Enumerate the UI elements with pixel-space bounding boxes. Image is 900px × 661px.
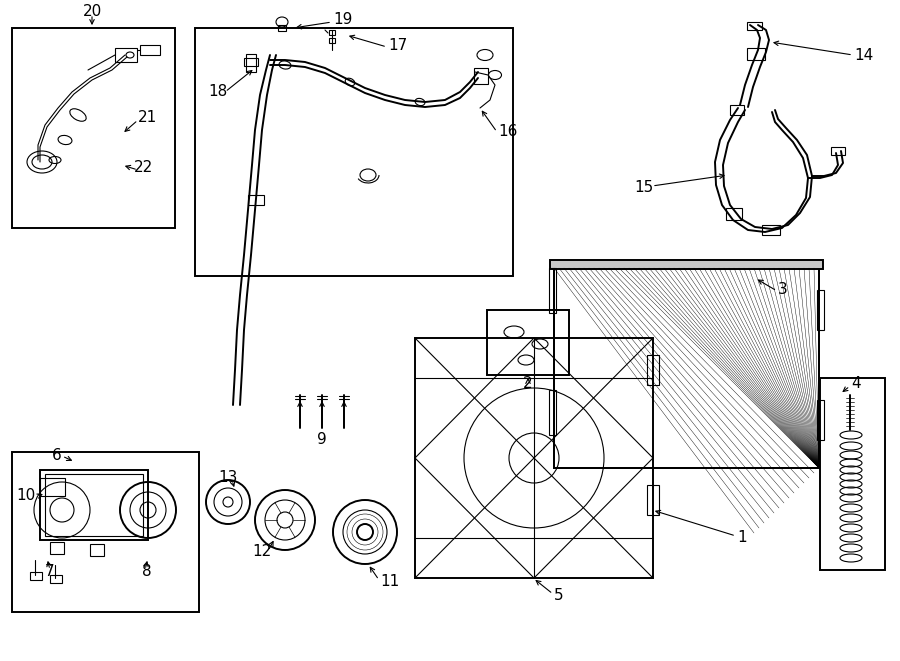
Bar <box>329 30 335 35</box>
Text: 8: 8 <box>142 564 151 580</box>
Text: 7: 7 <box>45 564 55 580</box>
Bar <box>820 378 885 570</box>
Text: 21: 21 <box>138 110 157 126</box>
Text: 10: 10 <box>16 488 35 504</box>
Text: 4: 4 <box>851 377 860 391</box>
Text: 12: 12 <box>252 545 272 559</box>
Bar <box>50 542 64 554</box>
Bar <box>246 54 256 72</box>
Bar <box>248 195 264 205</box>
Text: 5: 5 <box>554 588 563 603</box>
Bar <box>278 25 286 31</box>
Bar <box>474 68 488 84</box>
Bar <box>831 147 845 155</box>
Bar <box>549 268 556 313</box>
Bar <box>140 45 160 55</box>
Text: 6: 6 <box>52 447 62 463</box>
Bar <box>554 268 819 468</box>
Bar <box>329 38 335 43</box>
Text: 11: 11 <box>380 574 400 590</box>
Bar <box>244 58 258 66</box>
Text: 17: 17 <box>388 38 407 54</box>
Text: 2: 2 <box>523 377 533 391</box>
Bar <box>762 225 780 235</box>
Text: 20: 20 <box>83 5 102 20</box>
Bar <box>817 290 824 330</box>
Text: 19: 19 <box>333 13 353 28</box>
Text: 3: 3 <box>778 282 788 297</box>
Text: 1: 1 <box>737 531 747 545</box>
Bar <box>50 575 62 583</box>
Bar <box>730 105 744 115</box>
Text: 13: 13 <box>219 471 238 485</box>
Bar <box>647 355 659 385</box>
Text: 15: 15 <box>634 180 653 196</box>
Bar <box>90 544 104 556</box>
Bar <box>12 452 199 612</box>
Text: 18: 18 <box>208 85 227 100</box>
Text: 16: 16 <box>498 124 518 139</box>
Bar <box>747 48 765 60</box>
Bar <box>726 208 742 220</box>
Bar <box>817 400 824 440</box>
Text: 9: 9 <box>317 432 327 447</box>
Bar <box>45 474 143 536</box>
Bar <box>30 572 42 580</box>
Text: 14: 14 <box>854 48 873 63</box>
Bar <box>12 28 175 228</box>
Bar <box>415 338 653 578</box>
Bar <box>40 478 65 496</box>
Text: 22: 22 <box>134 161 153 176</box>
Bar <box>40 470 148 540</box>
Bar <box>647 485 659 515</box>
Bar <box>115 48 137 62</box>
Bar <box>550 260 823 269</box>
Bar <box>487 310 569 375</box>
Bar <box>195 28 513 276</box>
Bar <box>554 268 819 468</box>
Bar <box>549 390 556 435</box>
Bar <box>747 22 762 30</box>
